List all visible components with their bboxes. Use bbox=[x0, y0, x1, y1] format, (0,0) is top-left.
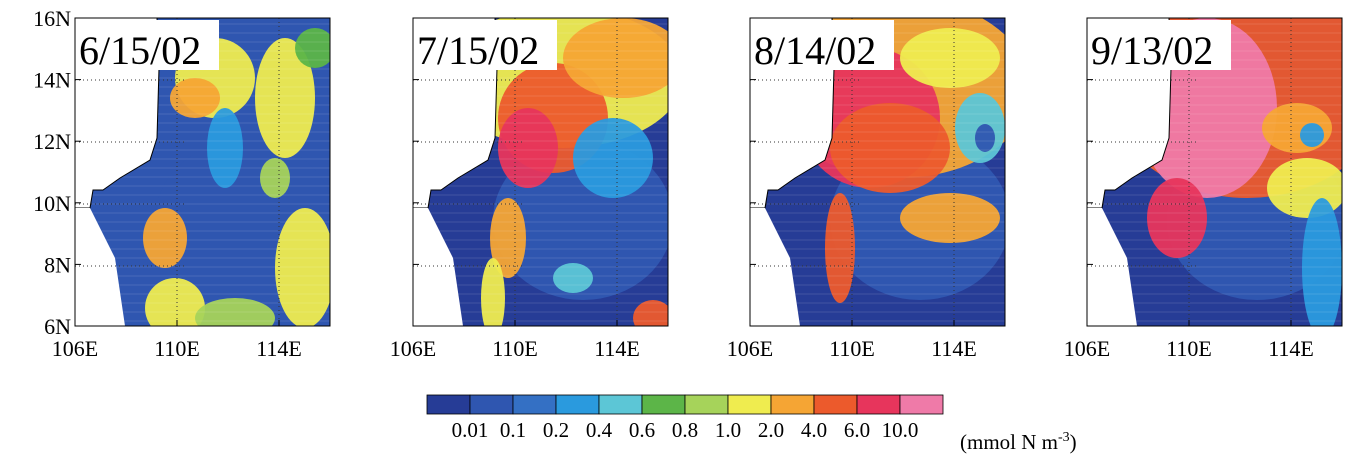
field-blob bbox=[900, 28, 1000, 88]
colorbar-label: 1.0 bbox=[715, 418, 741, 442]
field-blob bbox=[260, 158, 290, 198]
lat-label: 6N bbox=[44, 314, 71, 339]
lon-label: 110E bbox=[492, 336, 538, 361]
lat-label: 16N bbox=[33, 6, 71, 31]
colorbar-cell bbox=[727, 394, 772, 415]
field-blob bbox=[490, 198, 526, 278]
map-panel: 6/15/02 106E 110E 114E 16N 14N 12N 10N 8N 6N bbox=[33, 6, 331, 361]
colorbar-label: 0.4 bbox=[586, 418, 613, 442]
field-blob bbox=[1302, 198, 1342, 326]
lon-label: 110E bbox=[829, 336, 875, 361]
colorbar-label: 0.2 bbox=[543, 418, 569, 442]
field-blob bbox=[295, 28, 330, 68]
field-blob bbox=[563, 18, 668, 98]
colorbar-label: 0.01 bbox=[452, 418, 489, 442]
panel-date: 6/15/02 bbox=[79, 28, 201, 73]
lat-label: 12N bbox=[33, 129, 71, 154]
lat-label: 10N bbox=[33, 191, 71, 216]
colorbar-label: 0.6 bbox=[629, 418, 655, 442]
land-gap bbox=[750, 208, 800, 326]
panel-date: 7/15/02 bbox=[417, 28, 539, 73]
unit-text: (mmol N m bbox=[960, 430, 1058, 454]
field-blob bbox=[1147, 178, 1207, 258]
date-box bbox=[1089, 20, 1231, 70]
field-blob bbox=[170, 78, 220, 118]
field-blob bbox=[498, 108, 558, 188]
field-blob bbox=[975, 124, 995, 152]
field-blob bbox=[195, 298, 275, 326]
lon-label: 114E bbox=[1268, 336, 1314, 361]
panel-date: 9/13/02 bbox=[1091, 28, 1213, 73]
lon-label: 106E bbox=[390, 336, 436, 361]
map-panel: 8/14/02 106E 110E 114E bbox=[727, 17, 1006, 361]
field-blob bbox=[1267, 158, 1342, 218]
colorbar-cell bbox=[770, 394, 815, 415]
field-blob bbox=[633, 300, 668, 326]
colorbar-cell bbox=[598, 394, 643, 415]
land-gap bbox=[413, 208, 463, 326]
lon-label: 114E bbox=[256, 336, 302, 361]
field-blob bbox=[825, 193, 855, 303]
land-gap bbox=[1087, 208, 1137, 326]
colorbar-label: 10.0 bbox=[882, 418, 919, 442]
colorbar-cell bbox=[684, 394, 729, 415]
lat-label: 8N bbox=[44, 252, 71, 277]
lon-label: 114E bbox=[594, 336, 640, 361]
land-gap bbox=[75, 208, 125, 326]
panel-frame bbox=[1086, 17, 1343, 327]
colorbar-unit: (mmol N m-3) bbox=[960, 430, 1077, 454]
field-blob bbox=[145, 278, 205, 326]
colorbar-cell bbox=[899, 394, 944, 415]
panel-frame bbox=[749, 17, 1006, 327]
date-box bbox=[77, 20, 219, 70]
field-blob bbox=[207, 108, 243, 188]
lon-label: 110E bbox=[1166, 336, 1212, 361]
field-blob bbox=[1300, 123, 1324, 147]
field-blob bbox=[830, 103, 950, 193]
field-blob bbox=[573, 118, 653, 198]
map-panel: 9/13/02 106E 110E 114E bbox=[1064, 17, 1343, 361]
field-blob bbox=[900, 193, 1000, 243]
unit-exponent: -3 bbox=[1058, 430, 1070, 445]
colorbar-label: 0.8 bbox=[672, 418, 698, 442]
unit-end: ) bbox=[1070, 430, 1077, 454]
panel-frame bbox=[74, 17, 331, 327]
colorbar-label: 0.1 bbox=[500, 418, 526, 442]
date-box bbox=[415, 20, 557, 70]
field-blob bbox=[255, 38, 315, 158]
panel-frame bbox=[412, 17, 669, 327]
colorbar-cell bbox=[856, 394, 901, 415]
field-blob bbox=[143, 208, 187, 268]
colorbar-cell bbox=[555, 394, 600, 415]
field-blob bbox=[275, 208, 330, 326]
map-panel: 7/15/02 106E 110E 114E bbox=[390, 17, 669, 361]
colorbar-cell bbox=[813, 394, 858, 415]
field-blob bbox=[481, 258, 505, 326]
date-box bbox=[752, 20, 894, 70]
field-blob bbox=[553, 263, 593, 293]
lon-label: 106E bbox=[727, 336, 773, 361]
lon-label: 106E bbox=[1064, 336, 1110, 361]
colorbar-cell bbox=[641, 394, 686, 415]
colorbar-label: 6.0 bbox=[844, 418, 870, 442]
lon-label: 110E bbox=[154, 336, 200, 361]
colorbar-cell bbox=[426, 394, 471, 415]
colorbar-label: 2.0 bbox=[758, 418, 784, 442]
lat-label: 14N bbox=[33, 68, 71, 93]
colorbar-cell bbox=[469, 394, 514, 415]
panel-date: 8/14/02 bbox=[754, 28, 876, 73]
lon-label: 114E bbox=[931, 336, 977, 361]
colorbar-cell bbox=[512, 394, 557, 415]
lon-label: 106E bbox=[52, 336, 98, 361]
colorbar-label: 4.0 bbox=[801, 418, 827, 442]
